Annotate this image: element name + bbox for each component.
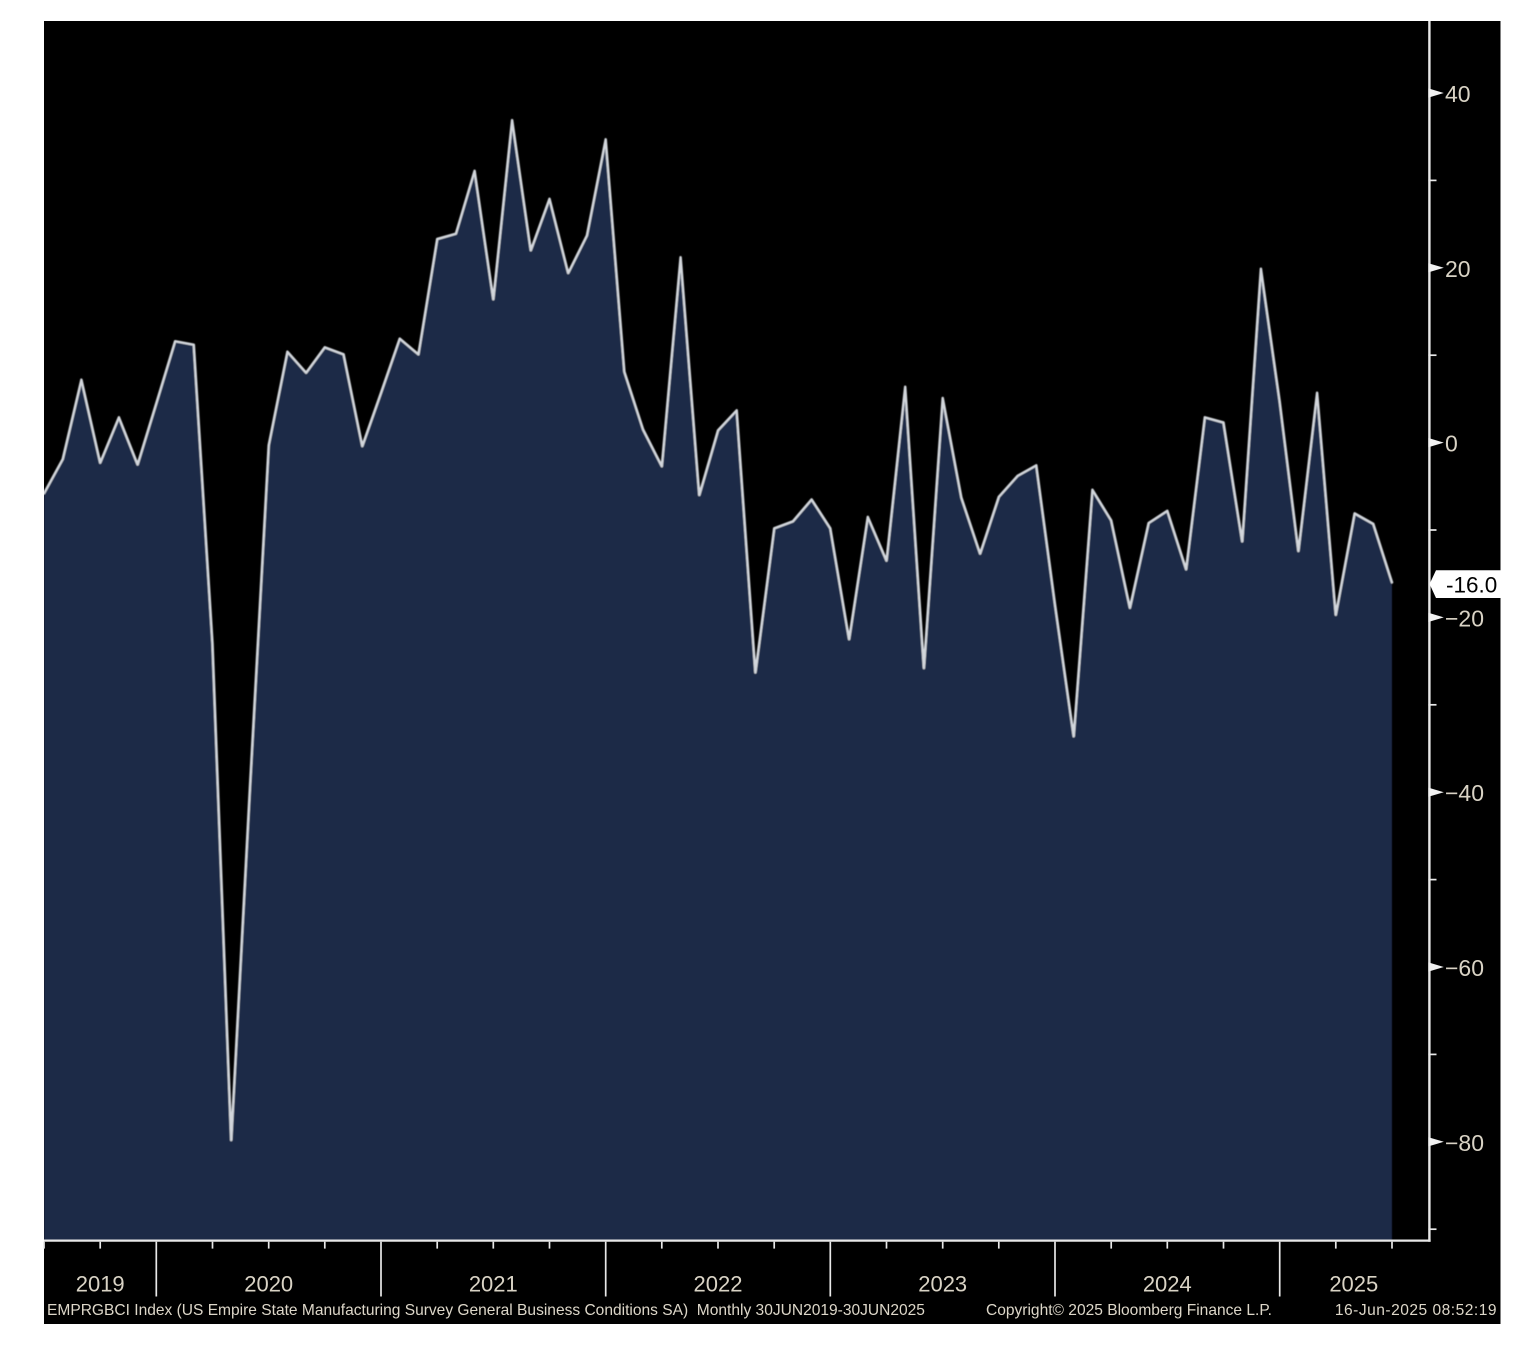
svg-text:2020: 2020 xyxy=(244,1272,293,1297)
svg-text:2022: 2022 xyxy=(694,1272,743,1297)
svg-text:EMPRGBCI Index (US Empire Stat: EMPRGBCI Index (US Empire State Manufact… xyxy=(47,1302,925,1319)
svg-text:16-Jun-2025 08:52:19: 16-Jun-2025 08:52:19 xyxy=(1335,1302,1497,1319)
svg-text:Copyright© 2025 Bloomberg Fina: Copyright© 2025 Bloomberg Finance L.P. xyxy=(986,1302,1272,1319)
svg-text:−60: −60 xyxy=(1445,955,1484,981)
svg-text:2023: 2023 xyxy=(918,1272,967,1297)
svg-text:−20: −20 xyxy=(1445,605,1484,631)
svg-text:2025: 2025 xyxy=(1329,1272,1378,1297)
svg-text:−40: −40 xyxy=(1445,780,1484,806)
svg-text:2021: 2021 xyxy=(469,1272,518,1297)
svg-text:−80: −80 xyxy=(1445,1130,1484,1156)
svg-text:2019: 2019 xyxy=(76,1272,125,1297)
svg-text:40: 40 xyxy=(1445,81,1471,107)
svg-text:0: 0 xyxy=(1445,431,1458,457)
svg-text:-16.0: -16.0 xyxy=(1446,573,1497,598)
svg-text:20: 20 xyxy=(1445,256,1471,282)
svg-text:2024: 2024 xyxy=(1143,1272,1192,1297)
